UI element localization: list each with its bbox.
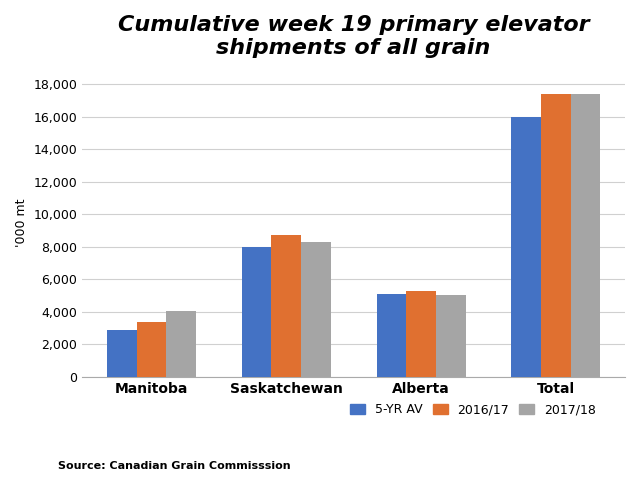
Bar bbox=[136, 322, 166, 377]
Bar bbox=[166, 311, 196, 377]
Bar bbox=[271, 235, 301, 377]
Bar bbox=[571, 94, 600, 377]
Y-axis label: '000 mt: '000 mt bbox=[15, 198, 28, 247]
Bar bbox=[541, 94, 571, 377]
Bar bbox=[436, 295, 465, 377]
Title: Cumulative week 19 primary elevator
shipments of all grain: Cumulative week 19 primary elevator ship… bbox=[118, 15, 589, 58]
Bar bbox=[301, 242, 331, 377]
Bar bbox=[376, 294, 406, 377]
Bar bbox=[107, 330, 136, 377]
Bar bbox=[406, 291, 436, 377]
Text: Source: Canadian Grain Commisssion: Source: Canadian Grain Commisssion bbox=[58, 461, 290, 471]
Bar bbox=[511, 117, 541, 377]
Bar bbox=[242, 247, 271, 377]
Legend: 5-YR AV, 2016/17, 2017/18: 5-YR AV, 2016/17, 2017/18 bbox=[345, 398, 601, 421]
